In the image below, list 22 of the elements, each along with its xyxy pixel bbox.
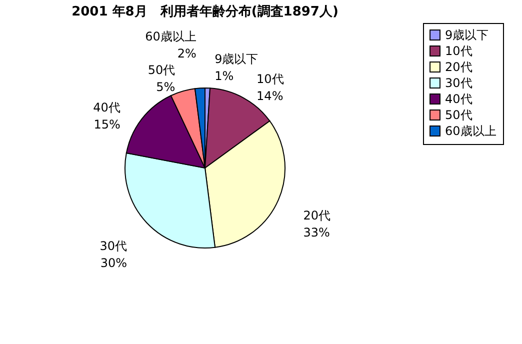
slice-label: 20代: [303, 208, 330, 222]
slice-label: 30代: [100, 239, 127, 254]
slice-label: 9歳以下: [214, 52, 258, 66]
legend-label: 9歳以下: [445, 28, 489, 42]
data-label: 33%: [303, 225, 330, 240]
legend-label: 20代: [445, 60, 472, 74]
chart-title: 2001 年8月 利用者年齢分布(調査1897人): [72, 4, 338, 20]
legend-label: 60歳以上: [445, 124, 496, 138]
slice-label: 60歳以上: [145, 29, 196, 44]
legend-label: 10代: [445, 44, 472, 58]
slice-label: 10代: [256, 72, 284, 86]
data-label: 5%: [156, 80, 176, 94]
legend-label: 30代: [445, 76, 472, 90]
slice-label: 40代: [93, 100, 120, 114]
data-label: 15%: [94, 117, 120, 132]
legend-label: 40代: [445, 92, 472, 106]
legend-label: 50代: [445, 108, 472, 122]
data-label: 30%: [100, 256, 127, 270]
data-label: 1%: [214, 69, 234, 84]
data-label: 14%: [256, 89, 284, 104]
slice-label: 50代: [148, 63, 176, 78]
data-label: 2%: [177, 46, 196, 60]
